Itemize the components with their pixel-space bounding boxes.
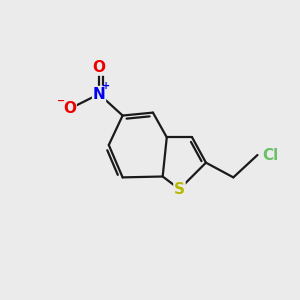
Text: Cl: Cl [262, 148, 278, 163]
Text: O: O [93, 60, 106, 75]
Text: −: − [57, 95, 65, 106]
Text: N: N [93, 87, 105, 102]
Text: O: O [63, 101, 76, 116]
Text: +: + [102, 81, 110, 91]
Text: S: S [174, 182, 185, 197]
